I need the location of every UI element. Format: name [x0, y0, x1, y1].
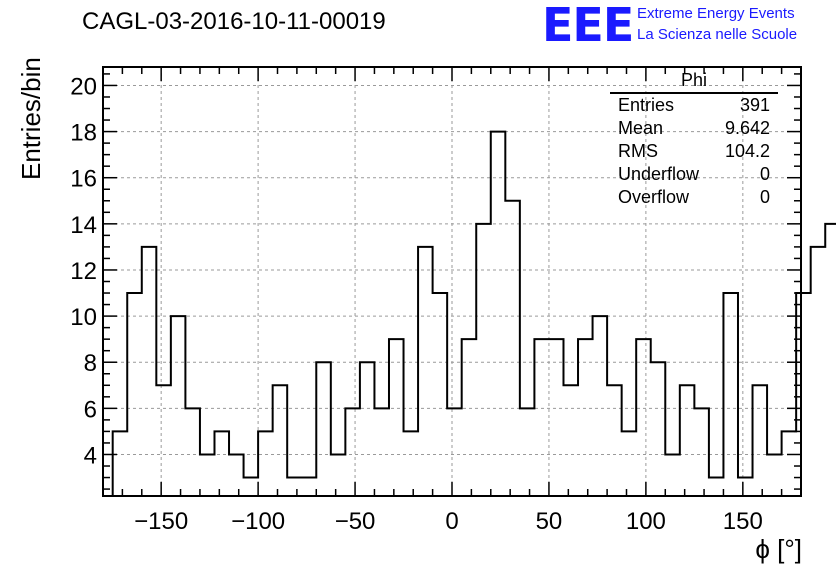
histogram-bin	[505, 201, 520, 496]
y-tick-label: 20	[70, 73, 97, 100]
histogram-bin	[549, 339, 564, 496]
stats-value: 0	[759, 164, 770, 184]
y-tick-label: 8	[84, 350, 97, 377]
y-tick-label: 16	[70, 166, 97, 193]
histogram-bin	[447, 408, 462, 496]
histogram-bin	[360, 362, 375, 496]
histogram-bin	[127, 293, 142, 496]
histogram-bin	[433, 293, 448, 496]
stats-row: Underflow 0	[610, 163, 778, 186]
histogram-bin	[680, 385, 695, 496]
histogram-bin	[665, 454, 680, 496]
histogram-bin	[200, 454, 215, 496]
histogram-bin	[723, 293, 738, 496]
histogram-bin	[273, 385, 288, 496]
stats-row: RMS 104.2	[610, 140, 778, 163]
histogram-bin	[622, 431, 637, 496]
histogram-bin	[563, 385, 578, 496]
chart-title: CAGL-03-2016-10-11-00019	[82, 8, 386, 35]
histogram-bin	[316, 362, 331, 496]
stats-box: Phi Entries 391 Mean 9.642 RMS 104.2 Und…	[610, 70, 778, 209]
stats-label: Mean	[618, 118, 664, 138]
histogram-line	[111, 130, 836, 496]
histogram-bin	[156, 385, 171, 496]
stats-value: 0	[759, 187, 770, 207]
histogram-bin	[796, 293, 811, 496]
x-tick-label: −100	[231, 508, 285, 535]
histogram-bin	[185, 408, 200, 496]
histogram-bin	[142, 247, 157, 496]
histogram-bin	[753, 385, 768, 496]
stats-value: 391	[739, 95, 770, 115]
eee-logo: EEE	[542, 0, 634, 52]
stats-label: Underflow	[618, 164, 700, 184]
histogram-bin	[694, 408, 709, 496]
histogram-bin	[113, 431, 128, 496]
y-tick-label: 18	[70, 120, 97, 147]
x-tick-label: −150	[134, 508, 188, 535]
eee-logo-text: Extreme Energy Events La Scienza nelle S…	[637, 3, 797, 45]
histogram-bin	[593, 316, 608, 496]
histogram-bin	[709, 478, 724, 496]
stats-row: Entries 391	[610, 94, 778, 117]
stats-value: 104.2	[724, 141, 770, 161]
histogram-bin	[229, 454, 244, 496]
x-tick-label: 100	[626, 508, 666, 535]
x-tick-label: −50	[335, 508, 376, 535]
histogram-bin	[651, 362, 666, 496]
eee-logo-line2: La Scienza nelle Scuole	[637, 26, 798, 43]
histogram-bin	[287, 478, 302, 496]
histogram-bin	[825, 224, 836, 496]
histogram-bin	[520, 408, 535, 496]
histogram-bin	[374, 408, 389, 496]
histogram-bin	[171, 316, 186, 496]
stats-label: Entries	[618, 95, 675, 115]
x-axis-label: ϕ [°]	[755, 534, 802, 564]
stats-name: Phi	[610, 70, 778, 94]
histogram-bin	[607, 385, 622, 496]
x-tick-label: 50	[536, 508, 563, 535]
histogram-bin	[389, 339, 404, 496]
y-tick-label: 6	[84, 396, 97, 423]
histogram-bin	[476, 224, 491, 496]
histogram-bin	[738, 478, 753, 496]
histogram-bin	[767, 454, 782, 496]
histogram-bin	[534, 339, 549, 496]
histogram-bin	[214, 431, 229, 496]
stats-label: RMS	[618, 141, 658, 161]
stats-row: Overflow 0	[610, 186, 778, 209]
histogram-bin	[491, 132, 506, 496]
histogram-bin	[331, 454, 346, 496]
histogram-bin	[782, 431, 797, 496]
stats-row: Mean 9.642	[610, 117, 778, 140]
histogram-bin	[418, 247, 433, 496]
histogram-bin	[244, 478, 259, 496]
y-tick-label: 14	[70, 212, 97, 239]
histogram-bin	[345, 408, 360, 496]
histogram-bin	[302, 478, 317, 496]
x-tick-label: 150	[723, 508, 763, 535]
y-tick-label: 12	[70, 258, 97, 285]
histogram-bin	[636, 339, 651, 496]
y-axis-label: Entries/bin	[16, 57, 46, 180]
eee-logo-line1: Extreme Energy Events	[637, 5, 795, 22]
histogram-bin	[404, 431, 419, 496]
histogram-bin	[258, 431, 273, 496]
histogram-bin	[578, 339, 593, 496]
stats-value: 9.642	[724, 118, 770, 138]
stats-label: Overflow	[618, 187, 690, 207]
y-tick-label: 10	[70, 304, 97, 331]
histogram-bin	[811, 247, 826, 496]
y-tick-label: 4	[84, 442, 97, 469]
histogram-bin	[462, 339, 477, 496]
x-tick-label: 0	[445, 508, 458, 535]
